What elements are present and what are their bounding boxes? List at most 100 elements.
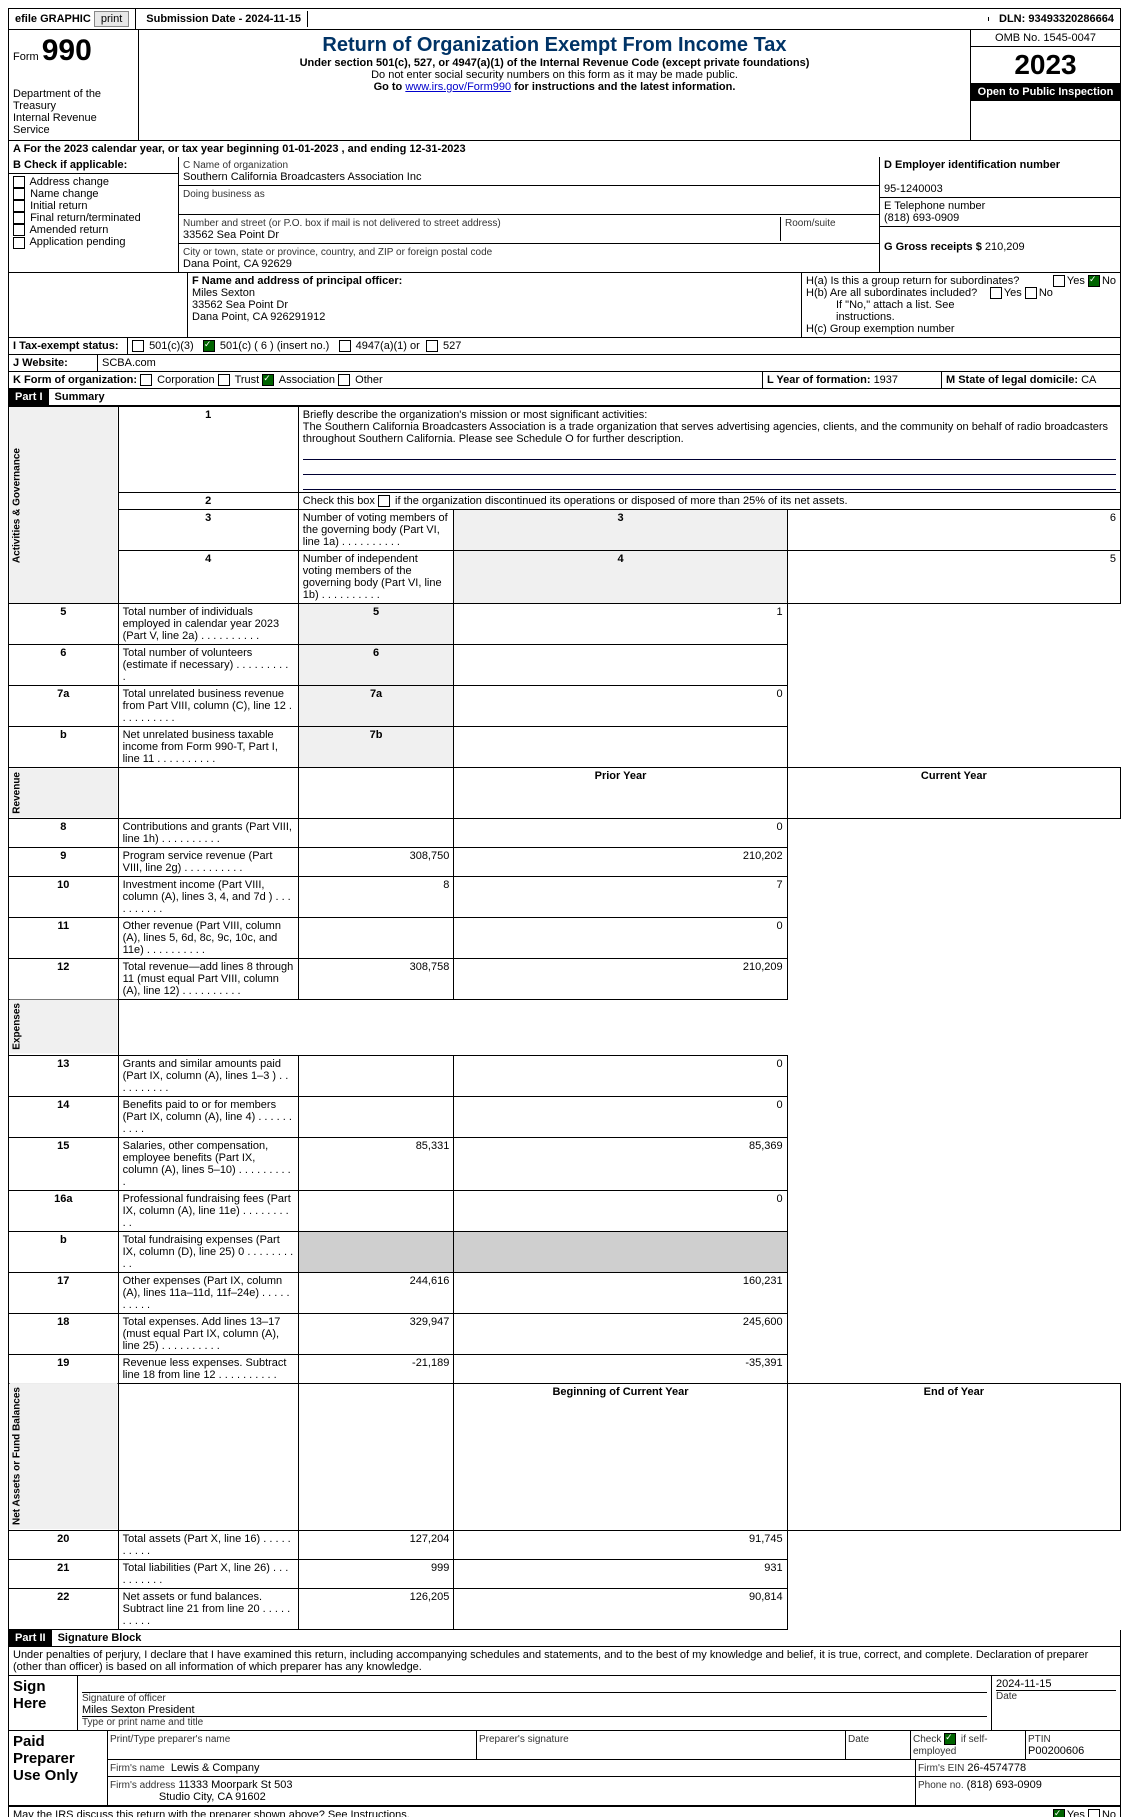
gross-value: 210,209 [985,241,1025,253]
ein-label: D Employer identification number [884,159,1060,171]
chk-address[interactable] [13,176,25,188]
chk-amended[interactable] [13,224,25,236]
chk-final[interactable] [13,212,25,224]
opt-name: Name change [30,188,99,200]
discuss-yes[interactable] [1053,1809,1065,1817]
col-begin: Beginning of Current Year [454,1383,787,1530]
discuss-row: May the IRS discuss this return with the… [8,1807,1121,1817]
irs-link[interactable]: www.irs.gov/Form990 [405,81,511,93]
chk-pending[interactable] [13,237,25,249]
firm-ein: 26-4574778 [967,1762,1026,1774]
hb-no[interactable] [1025,287,1037,299]
form-org-label: K Form of organization: [13,374,137,386]
tax-year: 2023 [971,47,1120,84]
sign-here-label: Sign Here [9,1676,78,1730]
period-label: A For the 2023 calendar year, or tax yea… [13,143,282,155]
opt-amended: Amended return [29,224,108,236]
hc-label: H(c) Group exemption number [806,323,1116,335]
hb-yes[interactable] [990,287,1002,299]
chk-501c3[interactable] [132,340,144,352]
phone-label: E Telephone number [884,200,985,212]
hb-note: If "No," attach a list. See instructions… [806,299,1116,323]
domicile: CA [1081,374,1096,386]
line2: Check this box if the organization disco… [303,495,848,507]
officer-addr2: Dana Point, CA 926291912 [192,311,325,323]
chk-self-employed[interactable] [944,1733,956,1745]
section-j: J Website: SCBA.com [8,355,1121,372]
prep-date-label: Date [848,1734,869,1745]
section-klm: K Form of organization: Corporation Trus… [8,372,1121,389]
signature-block: Sign Here Signature of officer Miles Sex… [8,1676,1121,1807]
chk-name[interactable] [13,188,25,200]
domicile-label: M State of legal domicile: [946,374,1081,386]
firm-ein-label: Firm's EIN [918,1763,964,1774]
efile-label: efile GRAPHIC [15,13,91,25]
org-name-label: C Name of organization [183,160,288,171]
col-prior: Prior Year [454,768,787,819]
form-subtitle: Under section 501(c), 527, or 4947(a)(1)… [143,57,966,69]
tax-status-label: I Tax-exempt status: [13,340,119,352]
org-name: Southern California Broadcasters Associa… [183,171,421,183]
chk-527[interactable] [426,340,438,352]
ein: 95-1240003 [884,183,943,195]
officer-sig: Miles Sexton President [82,1704,987,1716]
section-revenue: Revenue [9,768,119,819]
ha-label: H(a) Is this a group return for subordin… [806,275,1019,287]
ha-yes[interactable] [1053,275,1065,287]
chk-initial[interactable] [13,200,25,212]
irs-label: Internal Revenue Service [13,112,134,136]
firm-addr1: 11333 Moorpark St 503 [178,1779,292,1791]
officer-addr1: 33562 Sea Point Dr [192,299,288,311]
part2-title: Signature Block [52,1630,148,1646]
submission-date: Submission Date - 2024-11-15 [146,13,301,25]
section-fh: F Name and address of principal officer:… [8,273,1121,338]
chk-assoc[interactable] [262,374,274,386]
col-end: End of Year [787,1383,1120,1530]
dln: DLN: 93493320286664 [999,13,1114,25]
chk-4947[interactable] [339,340,351,352]
chk-corp[interactable] [140,374,152,386]
col-current: Current Year [787,768,1120,819]
city-label: City or town, state or province, country… [183,247,492,258]
opt-address: Address change [29,176,109,188]
firm-addr2: Studio City, CA 91602 [159,1791,266,1803]
type-name-label: Type or print name and title [82,1716,987,1728]
block-b-title: B Check if applicable: [13,159,127,171]
sig-date: 2024-11-15 [996,1678,1116,1690]
discuss-text: May the IRS discuss this return with the… [13,1809,410,1817]
gross-label: G Gross receipts $ [884,241,985,253]
opt-final: Final return/terminated [30,212,141,224]
form-prefix: Form [13,51,39,63]
website: SCBA.com [98,355,1120,371]
firm-phone: (818) 693-0909 [967,1779,1042,1791]
year-form: 1937 [874,374,898,386]
room-label: Room/suite [785,218,836,229]
sig-date-label: Date [996,1690,1116,1702]
firm-addr-label: Firm's address [110,1780,175,1791]
part1-header: Part I Summary [8,389,1121,406]
ptin-label: PTIN [1028,1734,1051,1745]
chk-discontinued[interactable] [378,495,390,507]
section-governance: Activities & Governance [9,407,119,604]
chk-other[interactable] [338,374,350,386]
phone: (818) 693-0909 [884,212,959,224]
dept-treasury: Department of the Treasury [13,88,134,112]
perjury-text: Under penalties of perjury, I declare th… [8,1647,1121,1676]
ssn-note: Do not enter social security numbers on … [143,69,966,81]
open-inspection: Open to Public Inspection [971,84,1120,101]
chk-501c[interactable] [203,340,215,352]
form-header: Form 990 Department of the Treasury Inte… [8,30,1121,141]
ha-no[interactable] [1088,275,1100,287]
period-mid: , and ending [342,143,410,155]
top-bar: efile GRAPHIC print Submission Date - 20… [8,8,1121,30]
part2-badge: Part II [9,1630,52,1646]
officer-label: F Name and address of principal officer: [192,275,402,287]
ptin: P00200606 [1028,1745,1084,1757]
period-end: 12-31-2023 [409,143,465,155]
part1-badge: Part I [9,389,49,405]
paid-preparer-label: Paid Preparer Use Only [9,1731,108,1805]
chk-trust[interactable] [218,374,230,386]
prep-sig-label: Preparer's signature [479,1734,569,1745]
discuss-no[interactable] [1088,1809,1100,1817]
print-button[interactable]: print [94,11,129,27]
